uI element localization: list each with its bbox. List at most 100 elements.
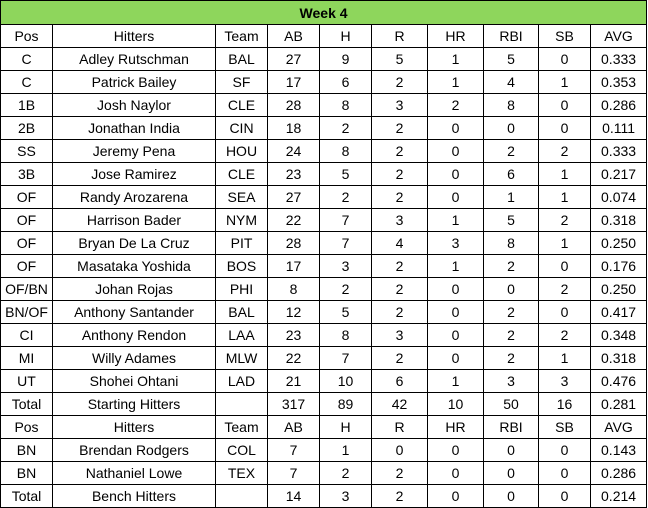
starting-table-row-team-cell: SEA xyxy=(215,185,268,209)
starting-total-row-sb-cell: 16 xyxy=(538,392,591,416)
bench-table-row-ab-cell: 7 xyxy=(267,438,320,462)
starting-table-row-sb-cell: 1 xyxy=(538,162,591,186)
bench-total-row-avg-cell: 0.214 xyxy=(589,484,648,508)
starting-table-row-sb-cell: 2 xyxy=(538,139,591,163)
starting-header-row-r-cell: R xyxy=(371,24,428,48)
bench-table-row-sb-cell: 0 xyxy=(538,438,591,462)
bench-table-row-pos-cell: BN xyxy=(0,438,53,462)
starting-table-row-team-cell: LAA xyxy=(215,323,268,347)
starting-table-row-ab-cell: 28 xyxy=(267,231,320,255)
starting-table-row-ab-cell: 23 xyxy=(267,162,320,186)
bench-table-row-hr-cell: 0 xyxy=(427,438,484,462)
starting-table-row-h-cell: 10 xyxy=(319,369,372,393)
starting-header-row-ab-cell: AB xyxy=(267,24,320,48)
starting-table-row-hitter-cell: Willy Adames xyxy=(52,346,216,370)
starting-table-row-hitter-cell: Harrison Bader xyxy=(52,208,216,232)
starting-table-row-team-cell: BAL xyxy=(215,300,268,324)
bench-header-row-hitter-cell: Hitters xyxy=(52,415,216,439)
starting-table-row-hr-cell: 1 xyxy=(427,254,484,278)
bench-total-row: Total Bench Hitters 14 3 2 0 0 0 0.214 xyxy=(0,484,648,508)
starting-table-row-team-cell: PIT xyxy=(215,231,268,255)
week-title: Week 4 xyxy=(0,0,648,25)
bench-total-row-h-cell: 3 xyxy=(319,484,372,508)
starting-table-row-hr-cell: 0 xyxy=(427,346,484,370)
starting-total-row-pos-cell: Total xyxy=(0,392,53,416)
starting-table-row-ab-cell: 17 xyxy=(267,70,320,94)
starting-table-row-hitter-cell: Bryan De La Cruz xyxy=(52,231,216,255)
starting-table-row-pos-cell: CI xyxy=(0,323,53,347)
starting-table-row-sb-cell: 2 xyxy=(538,208,591,232)
starting-table-row-team-cell: CLE xyxy=(215,93,268,117)
starting-table-row-team-cell: CLE xyxy=(215,162,268,186)
starting-table-row-avg-cell: 0.333 xyxy=(589,139,648,163)
starting-table-row-hitter-cell: Johan Rojas xyxy=(52,277,216,301)
starting-table-row-pos-cell: 1B xyxy=(0,93,53,117)
starting-table-row-rbi-cell: 2 xyxy=(483,139,539,163)
starting-table-row-r-cell: 2 xyxy=(371,254,428,278)
starting-header-row-pos-cell: Pos xyxy=(0,24,53,48)
starting-table-row-sb-cell: 1 xyxy=(538,231,591,255)
bench-table-row-ab-cell: 7 xyxy=(267,461,320,485)
starting-table-row-hitter-cell: Jonathan India xyxy=(52,116,216,140)
bench-table-row-rbi-cell: 0 xyxy=(483,461,539,485)
starting-table-row-pos-cell: C xyxy=(0,47,53,71)
starting-table-row-h-cell: 5 xyxy=(319,162,372,186)
starting-table-row-h-cell: 8 xyxy=(319,93,372,117)
starting-table-row-sb-cell: 1 xyxy=(538,70,591,94)
bench-table-row: BN Nathaniel Lowe TEX 7 2 2 0 0 0 0.286 xyxy=(0,461,648,485)
starting-table-row-hr-cell: 0 xyxy=(427,300,484,324)
starting-table-row: 2B Jonathan India CIN 18 2 2 0 0 0 0.111 xyxy=(0,116,648,140)
bench-table-row: BN Brendan Rodgers COL 7 1 0 0 0 0 0.143 xyxy=(0,438,648,462)
starting-table-row-r-cell: 5 xyxy=(371,47,428,71)
bench-header-row-sb-cell: SB xyxy=(538,415,591,439)
starting-table-row-r-cell: 2 xyxy=(371,116,428,140)
bench-table-row-hitter-cell: Brendan Rodgers xyxy=(52,438,216,462)
starting-table-row-avg-cell: 0.217 xyxy=(589,162,648,186)
starting-total-row-rbi-cell: 50 xyxy=(483,392,539,416)
starting-table-row-sb-cell: 0 xyxy=(538,254,591,278)
starting-header-row-avg-cell: AVG xyxy=(589,24,648,48)
starting-table-row-hr-cell: 1 xyxy=(427,208,484,232)
starting-table-row-team-cell: PHI xyxy=(215,277,268,301)
starting-table-row-ab-cell: 23 xyxy=(267,323,320,347)
starting-table-row-r-cell: 2 xyxy=(371,162,428,186)
starting-header-row-hitter-cell: Hitters xyxy=(52,24,216,48)
starting-table-row-h-cell: 3 xyxy=(319,254,372,278)
starting-table-row-r-cell: 2 xyxy=(371,139,428,163)
starting-table-row-ab-cell: 22 xyxy=(267,208,320,232)
starting-table-row-team-cell: NYM xyxy=(215,208,268,232)
starting-table-row-rbi-cell: 1 xyxy=(483,185,539,209)
starting-table-row-hitter-cell: Patrick Bailey xyxy=(52,70,216,94)
starting-table-row-pos-cell: UT xyxy=(0,369,53,393)
bench-header-row: Pos Hitters Team AB H R HR RBI SB AVG xyxy=(0,415,648,439)
starting-table-row-pos-cell: OF xyxy=(0,254,53,278)
starting-table-row-avg-cell: 0.348 xyxy=(589,323,648,347)
starting-table-row-h-cell: 2 xyxy=(319,277,372,301)
starting-table-row-r-cell: 2 xyxy=(371,185,428,209)
bench-table-row-h-cell: 1 xyxy=(319,438,372,462)
starting-table-row-pos-cell: 3B xyxy=(0,162,53,186)
starting-table-row-hitter-cell: Josh Naylor xyxy=(52,93,216,117)
starting-table-row-avg-cell: 0.333 xyxy=(589,47,648,71)
starting-table-row-sb-cell: 0 xyxy=(538,93,591,117)
bench-header-row-pos-cell: Pos xyxy=(0,415,53,439)
bench-total-row-ab-cell: 14 xyxy=(267,484,320,508)
starting-total-row-h-cell: 89 xyxy=(319,392,372,416)
starting-header-row-hr-cell: HR xyxy=(427,24,484,48)
starting-table-row-sb-cell: 0 xyxy=(538,116,591,140)
starting-table-row-rbi-cell: 5 xyxy=(483,47,539,71)
starting-table-row-ab-cell: 27 xyxy=(267,47,320,71)
starting-table-row: SS Jeremy Pena HOU 24 8 2 0 2 2 0.333 xyxy=(0,139,648,163)
starting-table-row-sb-cell: 0 xyxy=(538,47,591,71)
starting-table-row-avg-cell: 0.417 xyxy=(589,300,648,324)
starting-table-row-r-cell: 2 xyxy=(371,300,428,324)
starting-table-row-hitter-cell: Jeremy Pena xyxy=(52,139,216,163)
starting-total-row-hr-cell: 10 xyxy=(427,392,484,416)
starting-table-row-hr-cell: 0 xyxy=(427,162,484,186)
starting-table-row-hr-cell: 0 xyxy=(427,323,484,347)
starting-table-row-rbi-cell: 2 xyxy=(483,254,539,278)
starting-table-row-r-cell: 3 xyxy=(371,208,428,232)
bench-total-row-hitter-cell: Bench Hitters xyxy=(52,484,216,508)
starting-table-row-rbi-cell: 2 xyxy=(483,300,539,324)
bench-total-row-sb-cell: 0 xyxy=(538,484,591,508)
